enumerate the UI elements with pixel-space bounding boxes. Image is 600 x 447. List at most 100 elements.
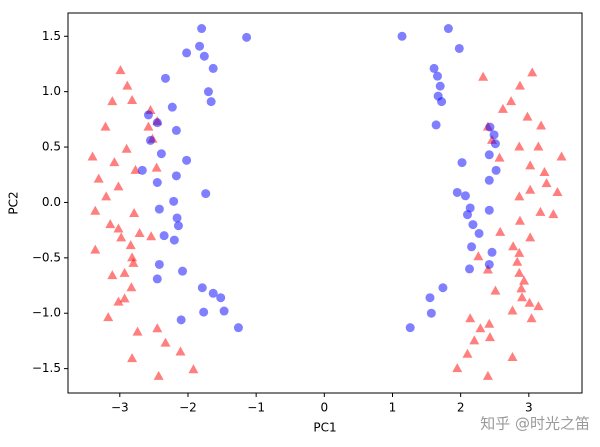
triangle-point	[536, 120, 547, 130]
circle-point	[467, 242, 477, 252]
triangle-point	[188, 364, 199, 374]
triangle-point	[87, 151, 98, 161]
triangle-point	[524, 297, 535, 307]
x-tick-label: 3	[525, 401, 533, 415]
circle-point	[145, 135, 155, 145]
triangle-point	[127, 95, 138, 105]
plot-frame	[67, 12, 583, 394]
triangle-point	[478, 71, 489, 81]
triangle-point	[527, 67, 538, 77]
triangle-point	[116, 232, 127, 242]
triangle-point	[490, 285, 501, 295]
circle-point	[154, 204, 164, 214]
triangle-point	[115, 65, 126, 75]
triangle-point	[548, 209, 559, 219]
triangle-point	[134, 227, 145, 237]
circle-point	[484, 205, 494, 215]
circle-point	[216, 293, 226, 303]
x-tick-label: −1	[247, 401, 265, 415]
y-tick-label: −1.5	[32, 361, 61, 375]
triangle-point	[526, 313, 537, 323]
circle-point	[199, 51, 209, 61]
x-axis-label: PC1	[313, 421, 336, 435]
triangle-point	[516, 283, 527, 293]
triangle-point	[533, 141, 544, 151]
triangle-point	[556, 151, 567, 161]
y-tick-label: 0.5	[42, 140, 61, 154]
triangle-point	[484, 318, 495, 328]
triangle-point	[519, 275, 530, 285]
triangle-point	[127, 353, 138, 363]
triangle-point	[507, 305, 518, 315]
triangle-point	[113, 223, 124, 233]
circle-point	[443, 24, 453, 34]
triangle-point	[146, 231, 157, 241]
triangle-point	[113, 296, 124, 306]
circle-point	[171, 125, 181, 135]
circle-point	[143, 110, 153, 120]
circle-point	[460, 191, 470, 201]
y-tick-label: −0.5	[32, 250, 61, 264]
x-tick-label: 0	[320, 401, 328, 415]
triangle-point	[90, 205, 101, 215]
triangle-point	[107, 96, 118, 106]
circle-point	[429, 63, 439, 73]
triangle-point	[452, 363, 463, 373]
circle-point	[201, 189, 211, 199]
circle-point	[465, 264, 475, 274]
circle-point	[405, 323, 415, 333]
circle-point	[208, 63, 218, 73]
triangle-point	[522, 111, 533, 121]
circle-point	[169, 235, 179, 245]
y-tick-label: −1.0	[32, 306, 61, 320]
triangle-point	[512, 256, 523, 266]
triangle-point	[507, 352, 518, 362]
triangle-point	[533, 301, 544, 311]
triangle-point	[127, 252, 138, 262]
triangle-point	[153, 370, 164, 380]
circle-point	[462, 210, 472, 220]
triangle-point	[122, 80, 133, 90]
circle-point	[156, 149, 166, 159]
circle-point	[159, 231, 169, 241]
circle-point	[199, 307, 209, 317]
triangle-point	[105, 219, 116, 229]
triangle-point	[119, 267, 130, 277]
y-tick-label: 1.0	[42, 84, 61, 98]
triangle-point	[132, 326, 143, 336]
circle-point	[176, 315, 186, 325]
circle-point	[487, 247, 497, 257]
triangle-point	[494, 152, 505, 162]
triangle-point	[525, 160, 536, 170]
triangle-point	[175, 346, 186, 356]
triangle-point	[109, 157, 120, 167]
circle-point	[219, 306, 229, 316]
circle-point	[397, 31, 407, 41]
circle-point	[431, 120, 441, 130]
circle-point	[182, 155, 192, 165]
triangle-point	[101, 191, 112, 201]
y-axis-label: PC2	[7, 191, 21, 214]
triangle-point	[90, 244, 101, 254]
triangle-point	[514, 141, 525, 151]
triangle-point	[514, 80, 525, 90]
circle-point	[169, 196, 179, 206]
triangle-point	[475, 323, 486, 333]
triangle-point	[506, 96, 517, 106]
circle-point	[437, 97, 447, 107]
triangle-point	[514, 267, 525, 277]
triangle-point	[495, 226, 506, 236]
circle-point	[203, 87, 213, 97]
circle-point	[452, 187, 462, 197]
triangle-point	[473, 251, 484, 261]
triangle-point	[535, 206, 546, 216]
triangle-point	[514, 191, 525, 201]
triangle-point	[126, 282, 137, 292]
x-tick-label: −2	[179, 401, 197, 415]
circle-point	[160, 73, 170, 83]
triangle-point	[514, 215, 525, 225]
circle-point	[435, 81, 445, 91]
circle-point	[152, 178, 162, 188]
triangle-point	[93, 173, 104, 183]
circle-point	[426, 308, 436, 318]
